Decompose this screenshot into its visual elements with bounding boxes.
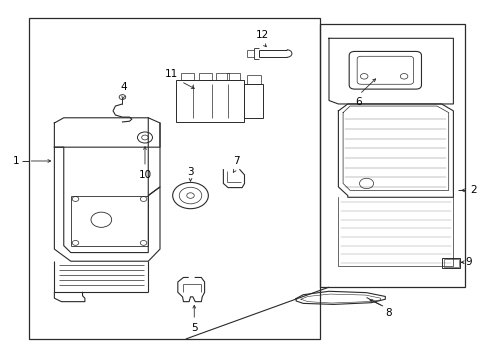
Text: 4: 4 bbox=[120, 82, 126, 92]
Bar bbox=[181, 73, 194, 81]
Bar bbox=[226, 73, 240, 81]
Text: 7: 7 bbox=[232, 156, 239, 166]
Text: 11: 11 bbox=[164, 69, 178, 79]
Text: 12: 12 bbox=[255, 30, 268, 40]
Text: 6: 6 bbox=[355, 97, 361, 107]
Text: 8: 8 bbox=[385, 308, 391, 318]
Bar bbox=[244, 84, 263, 118]
Text: 3: 3 bbox=[187, 167, 193, 176]
Text: 9: 9 bbox=[464, 257, 471, 267]
Bar bbox=[443, 259, 458, 267]
Text: 2: 2 bbox=[469, 185, 475, 195]
Bar bbox=[176, 81, 244, 122]
Bar bbox=[216, 73, 229, 81]
Bar bbox=[319, 24, 464, 287]
Bar bbox=[441, 258, 460, 268]
Bar bbox=[199, 73, 212, 81]
Text: 1: 1 bbox=[13, 156, 19, 166]
Text: 5: 5 bbox=[191, 323, 197, 333]
Bar bbox=[28, 18, 319, 339]
Text: 10: 10 bbox=[138, 170, 151, 180]
